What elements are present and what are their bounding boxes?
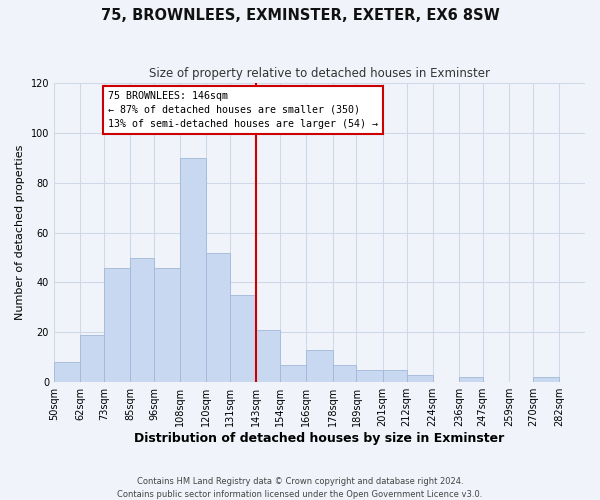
Bar <box>407 374 433 382</box>
Text: 75 BROWNLEES: 146sqm
← 87% of detached houses are smaller (350)
13% of semi-deta: 75 BROWNLEES: 146sqm ← 87% of detached h… <box>109 90 379 128</box>
Bar <box>356 370 383 382</box>
Bar <box>332 365 356 382</box>
Bar <box>230 295 256 382</box>
Bar <box>130 258 154 382</box>
Bar <box>54 362 80 382</box>
Bar <box>307 350 332 382</box>
Bar <box>104 268 130 382</box>
Bar <box>280 365 307 382</box>
Title: Size of property relative to detached houses in Exminster: Size of property relative to detached ho… <box>149 68 490 80</box>
Y-axis label: Number of detached properties: Number of detached properties <box>15 145 25 320</box>
Bar <box>533 377 559 382</box>
Bar <box>206 252 230 382</box>
Bar <box>256 330 280 382</box>
Bar <box>459 377 483 382</box>
Bar <box>180 158 206 382</box>
Text: 75, BROWNLEES, EXMINSTER, EXETER, EX6 8SW: 75, BROWNLEES, EXMINSTER, EXETER, EX6 8S… <box>101 8 499 22</box>
Bar <box>154 268 180 382</box>
Bar <box>383 370 407 382</box>
Text: Contains HM Land Registry data © Crown copyright and database right 2024.
Contai: Contains HM Land Registry data © Crown c… <box>118 477 482 499</box>
Bar <box>80 335 104 382</box>
X-axis label: Distribution of detached houses by size in Exminster: Distribution of detached houses by size … <box>134 432 505 445</box>
